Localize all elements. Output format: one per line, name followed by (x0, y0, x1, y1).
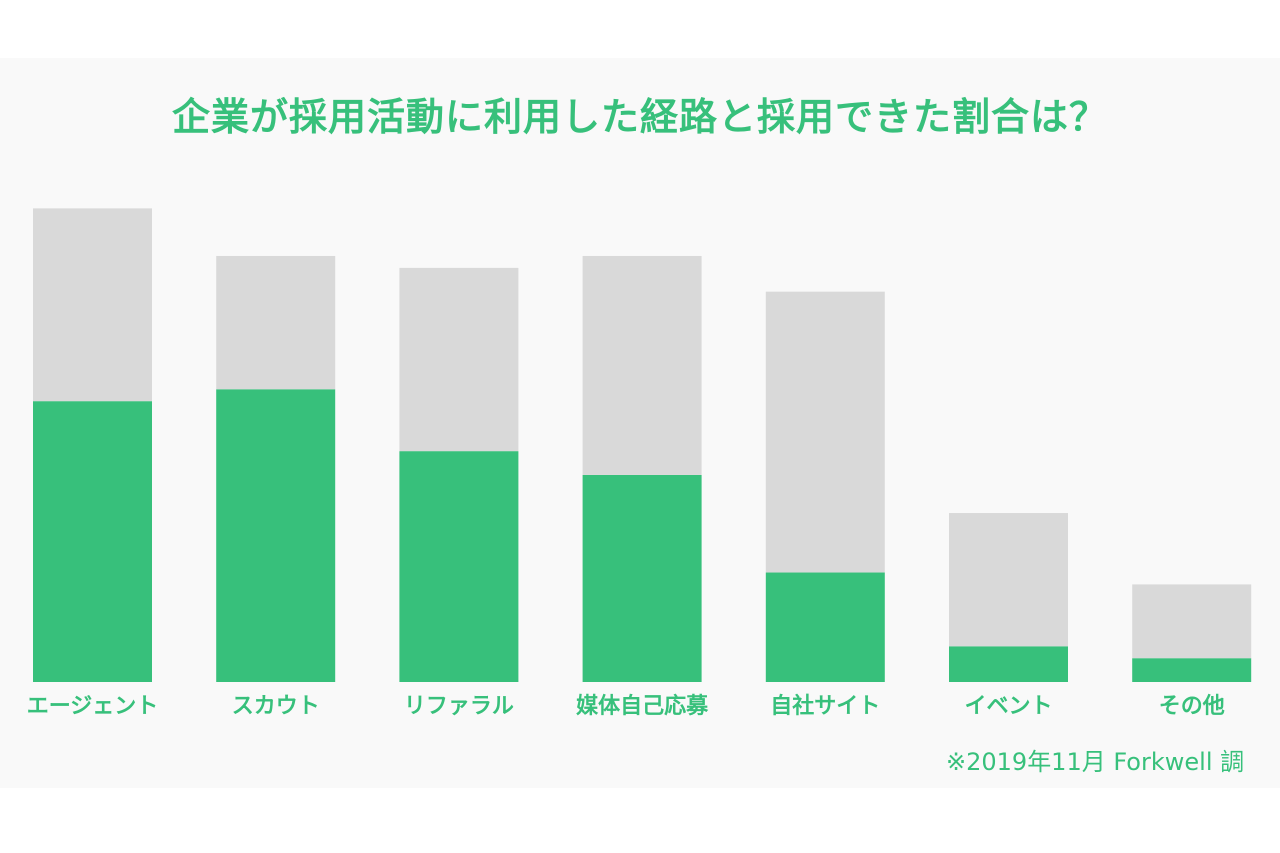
used-bar-0 (33, 208, 152, 402)
used-bar-6 (1132, 584, 1252, 659)
used-bar-5 (949, 513, 1068, 647)
category-label-3: 媒体自己応募 (576, 693, 709, 719)
hired-bar-2 (399, 451, 519, 682)
used-bar-3 (582, 255, 702, 475)
hired-bar-3 (582, 474, 702, 682)
category-label-2: リファラル (404, 694, 514, 719)
category-label-0: エージェント (27, 694, 159, 719)
used-bar-4 (765, 291, 885, 573)
category-label-6: その他 (1159, 694, 1225, 719)
hired-bar-0 (33, 401, 152, 682)
source-footnote: ※2019年11月 Forkwell 調 (946, 748, 1245, 776)
chart-title: 企業が採用活動に利用した経路と採用できた割合は？ (171, 95, 1108, 139)
used-bar-2 (399, 267, 519, 452)
hired-bar-5 (949, 646, 1068, 682)
hired-bar-1 (216, 389, 336, 682)
hired-bar-4 (765, 572, 885, 682)
footnote-clip (1258, 730, 1280, 788)
category-label-5: イベント (964, 694, 1052, 719)
category-label-1: スカウト (232, 694, 320, 719)
category-label-4: 自社サイト (770, 693, 880, 719)
used-bar-1 (216, 255, 336, 390)
hired-bar-6 (1132, 658, 1252, 682)
